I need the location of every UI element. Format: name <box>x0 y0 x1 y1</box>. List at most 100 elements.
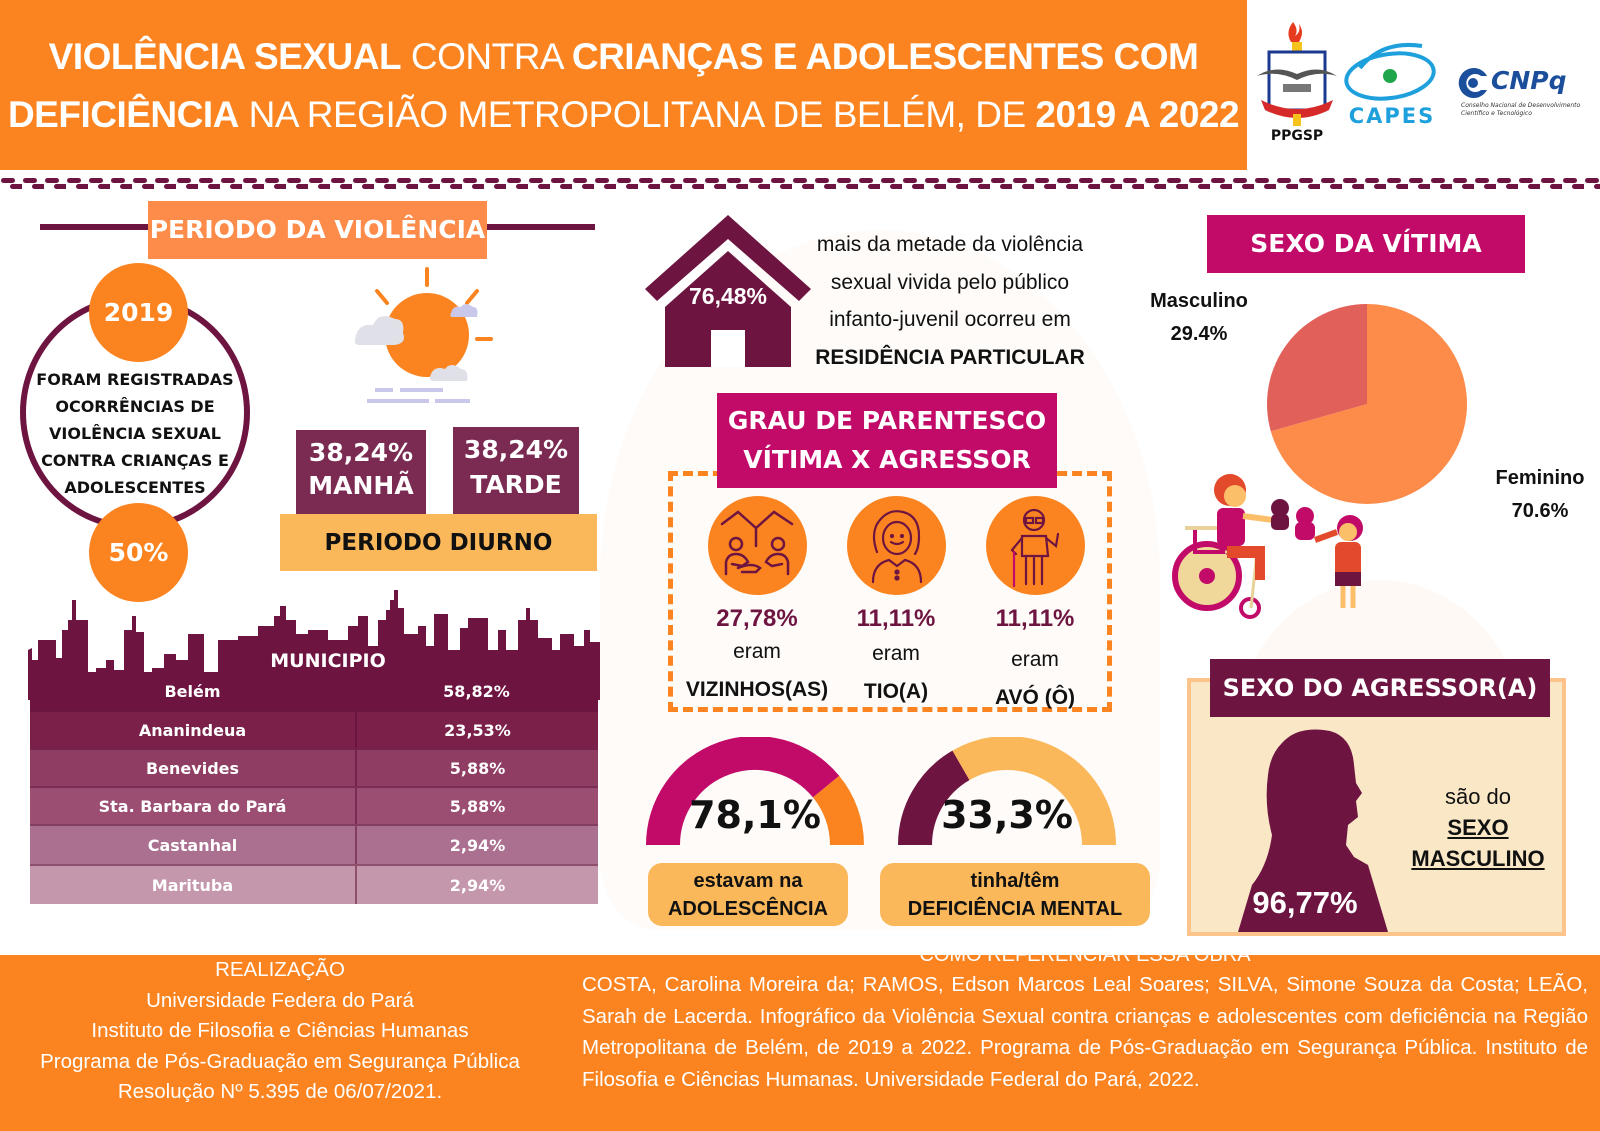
afternoon-label: TARDE <box>470 470 562 499</box>
footer-left-line-2: Universidade Federa do Pará <box>146 988 414 1012</box>
municipio-value: 5,88% <box>355 788 598 824</box>
circle-text-line: FORAM REGISTRADAS <box>36 370 234 389</box>
title-line-2: DEFICIÊNCIA NA REGIÃO METROPOLITANA DE B… <box>0 94 1247 136</box>
parentesco-label: VIZINHOS(AS) <box>685 678 829 701</box>
pie-slice-masculino <box>1267 304 1367 432</box>
zigzag-divider <box>0 176 1600 192</box>
parentesco-verb: eram <box>1011 648 1059 671</box>
cnpq-logo: CNPq Conselho Nacional de Desenvolviment… <box>1457 66 1597 126</box>
afternoon-value: 38,24% <box>463 435 569 464</box>
percent-circle: 50% <box>89 503 188 602</box>
neighbors-icon-circle <box>708 496 807 595</box>
pie-label-feminino: Feminino 70.6% <box>1485 462 1595 528</box>
pie-label-feminino-name: Feminino <box>1495 467 1585 489</box>
woman-icon <box>871 510 923 584</box>
municipio-name: Marituba <box>151 875 234 895</box>
agressor-line-2: SEXO <box>1447 815 1509 840</box>
gauge-deficiencia <box>898 737 1116 846</box>
agressor-value: 96,77% <box>1252 885 1358 920</box>
municipio-value: 58,82% <box>443 681 510 701</box>
elderly-icon-circle <box>986 496 1085 595</box>
municipio-name: Benevides <box>145 758 240 778</box>
gauge-deficiencia-label: tinha/têm DEFICIÊNCIA MENTAL <box>880 863 1150 926</box>
neighbors-icon <box>720 510 794 576</box>
woman-icon-circle <box>847 496 946 595</box>
municipio-row: Benevides 5,88% <box>30 748 598 786</box>
parentesco-value: 11,11% <box>856 605 936 632</box>
parentesco-label: AVÓ (Ô) <box>994 686 1076 709</box>
footer-left-line-1: REALIZAÇÃO <box>215 958 345 981</box>
diurno-bar: PERIODO DIURNO <box>280 514 597 571</box>
footer-left-line-3: Instituto de Filosofia e Ciências Humana… <box>91 1019 469 1042</box>
circle-text-line: CONTRA CRIANÇAS E <box>41 451 229 470</box>
residencia-value: 76,48% <box>688 283 767 309</box>
parentesco-title-line-2: VÍTIMA X AGRESSOR <box>743 445 1031 474</box>
circle-text: FORAM REGISTRADAS OCORRÊNCIAS DE VIOLÊNCIA… <box>25 366 245 501</box>
municipio-value: 2,94% <box>355 866 598 904</box>
residencia-text: mais da metade da violência sexual vivid… <box>790 226 1110 376</box>
municipio-row: Sta. Barbara do Pará 5,88% <box>30 786 598 824</box>
residencia-line-2: sexual vivida pelo público <box>830 270 1070 294</box>
gauge-deficiencia-line-2: DEFICIÊNCIA MENTAL <box>907 898 1123 920</box>
municipio-title: MUNICIPIO <box>270 650 386 672</box>
footer-realizacao: REALIZAÇÃO Universidade Federa do Pará I… <box>0 955 560 1108</box>
morning-value: 38,24% <box>308 438 414 467</box>
capes-text: CAPES <box>1348 104 1436 128</box>
gauge-rest-arc <box>952 737 1116 846</box>
parentesco-label: TIO(A) <box>863 680 929 703</box>
pie-label-feminino-value: 70.6% <box>1511 500 1569 522</box>
municipio-name: Ananindeua <box>138 720 247 740</box>
sexo-vitima-title: SEXO DA VÍTIMA <box>1207 215 1525 273</box>
municipio-row: Belém 58,82% <box>30 672 598 710</box>
title-segment: 2019 A 2022 <box>1035 94 1240 135</box>
ufpa-caption: PPGSP <box>1270 128 1324 144</box>
agressor-line-3: MASCULINO <box>1411 846 1545 871</box>
circle-text-line: ADOLESCENTES <box>64 478 206 497</box>
municipio-name: Belém <box>164 681 221 701</box>
footer-ref-text: COSTA, Carolina Moreira da; RAMOS, Edson… <box>582 973 1588 1091</box>
cnpq-text: CNPq <box>1491 66 1567 95</box>
logos-area: PPGSP CAPES CNPq Conselho Nacional de De… <box>1247 0 1600 170</box>
residencia-line-1: mais da metade da violência <box>816 233 1084 256</box>
header-banner: VIOLÊNCIA SEXUAL CONTRA CRIANÇAS E ADOLE… <box>0 0 1247 170</box>
municipio-row: Marituba 2,94% <box>30 864 598 904</box>
title-segment: VIOLÊNCIA SEXUAL <box>48 36 402 77</box>
parentesco-verb: eram <box>872 642 920 665</box>
pie-label-masculino-value: 29.4% <box>1170 323 1228 345</box>
title-line-1: VIOLÊNCIA SEXUAL CONTRA CRIANÇAS E ADOLE… <box>0 36 1247 78</box>
year-circle: 2019 <box>89 263 188 362</box>
victim-sex-pie-chart <box>1267 304 1467 504</box>
capes-logo: CAPES <box>1342 38 1442 133</box>
parentesco-value: 11,11% <box>995 605 1075 632</box>
footer: REALIZAÇÃO Universidade Federa do Pará I… <box>0 944 1600 1131</box>
municipio-value: 5,88% <box>355 750 598 786</box>
gauge-adolescencia-label: estavam na ADOLESCÊNCIA <box>648 863 848 926</box>
title-segment: CRIANÇAS E ADOLESCENTES COM <box>571 36 1199 77</box>
morning-box: 38,24% MANHÃ <box>296 430 426 515</box>
cnpq-subtitle-1: Conselho Nacional de Desenvolvimento <box>1461 102 1581 109</box>
children-playing-wheelchair-illustration <box>1172 474 1363 619</box>
gauge-deficiencia-line-1: tinha/têm <box>970 870 1060 892</box>
residencia-emphasis: RESIDÊNCIA PARTICULAR <box>815 345 1085 369</box>
parentesco-title-line-1: GRAU DE PARENTESCO <box>727 406 1047 435</box>
man-silhouette-icon <box>1238 729 1388 932</box>
sexo-agressor-title: SEXO DO AGRESSOR(A) <box>1210 659 1550 717</box>
municipio-name: Castanhal <box>147 835 238 855</box>
municipio-value: 2,94% <box>355 826 598 864</box>
footer-left-line-5: Resolução Nº 5.395 de 06/07/2021. <box>117 1080 443 1103</box>
circle-text-line: VIOLÊNCIA SEXUAL <box>49 424 221 443</box>
residencia-line-3: infanto-juvenil ocorreu em <box>829 308 1071 331</box>
gauge-adolescencia-line-1: estavam na <box>693 870 803 892</box>
gauge-rest-arc <box>812 775 864 846</box>
pie-label-masculino-name: Masculino <box>1150 290 1248 312</box>
title-segment: CONTRA <box>401 36 572 77</box>
parentesco-value: 27,78% <box>716 605 798 632</box>
pie-label-masculino: Masculino 29.4% <box>1140 285 1258 351</box>
cnpq-subtitle-2: Científico e Tecnológico <box>1461 110 1532 117</box>
ufpa-logo: PPGSP <box>1255 18 1339 148</box>
periodo-title: PERIODO DA VIOLÊNCIA <box>148 201 487 259</box>
gauge-adolescencia <box>646 737 864 846</box>
agressor-line-1: são do <box>1444 784 1512 809</box>
footer-left-line-4: Programa de Pós-Graduação em Segurança P… <box>40 1049 520 1073</box>
pie-slice-feminino <box>1270 304 1467 504</box>
